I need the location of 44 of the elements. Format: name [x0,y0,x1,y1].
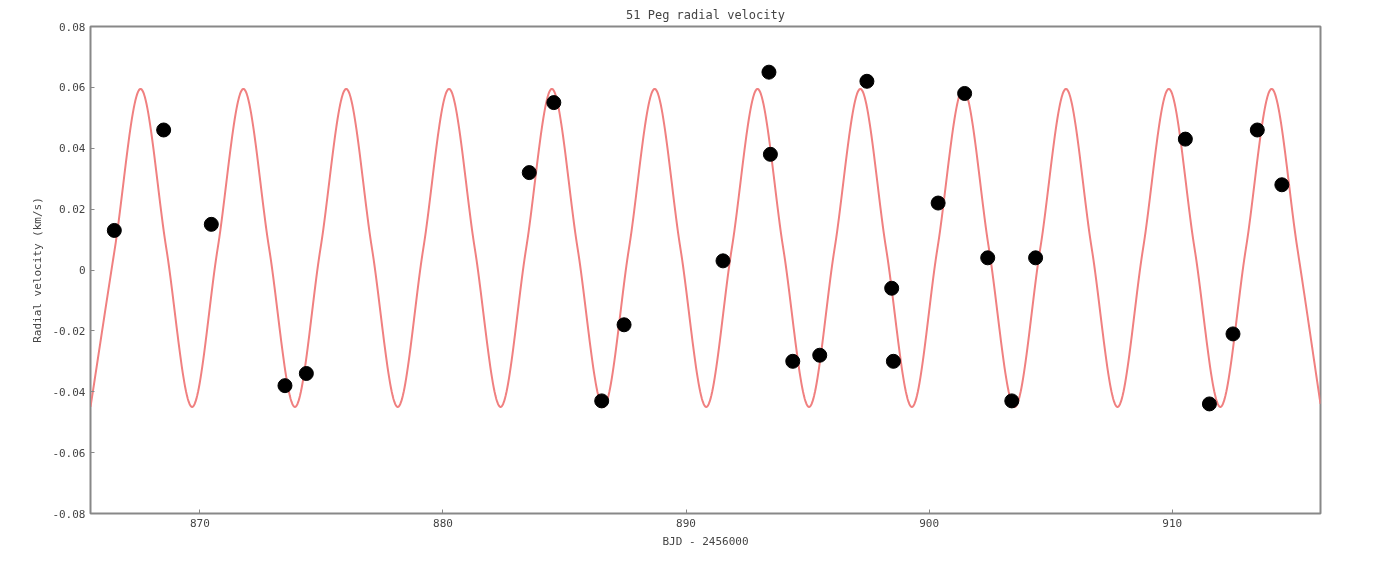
point [1004,393,1020,409]
point [885,353,901,369]
point [930,195,946,211]
point [761,64,777,80]
point [203,216,219,232]
x-axis-title: BJD - 2456000 [662,534,749,548]
x-tick-label: 870 [189,516,210,530]
point [859,73,875,89]
y-tick-label: 0 [78,264,86,277]
point [1177,131,1193,147]
point [1249,122,1265,138]
point [521,165,537,181]
x-tick-label: 900 [919,516,940,530]
point [1225,326,1241,342]
point [884,280,900,296]
x-tick-label: 910 [1162,516,1183,530]
y-tick-label: -0.06 [52,446,86,460]
y-tick-label: 0.06 [59,81,86,95]
x-tick-label: 890 [676,516,696,530]
y-tick-label: -0.02 [52,324,86,338]
point [715,253,731,269]
y-tick-label: 0.08 [59,20,86,34]
point [594,393,610,409]
y-tick-label: 0.04 [59,142,86,156]
y-tick-label: 0.02 [59,203,86,217]
point [812,347,828,363]
point [277,378,293,394]
point [1028,250,1044,266]
y-tick-label: -0.08 [52,507,86,521]
point [785,353,801,369]
point [546,95,562,111]
point [616,317,632,333]
chart-title: 51 Peg radial velocity [626,7,785,22]
point [1274,177,1290,193]
y-tick-label: -0.04 [52,385,86,399]
point [957,85,973,101]
point [1201,396,1217,412]
point [106,222,122,238]
x-tick-label: 880 [433,516,453,530]
point [980,250,996,266]
point [156,122,172,138]
y-axis-title: Radial velocity (km/s) [31,197,45,343]
point [298,366,314,381]
point [762,146,778,162]
